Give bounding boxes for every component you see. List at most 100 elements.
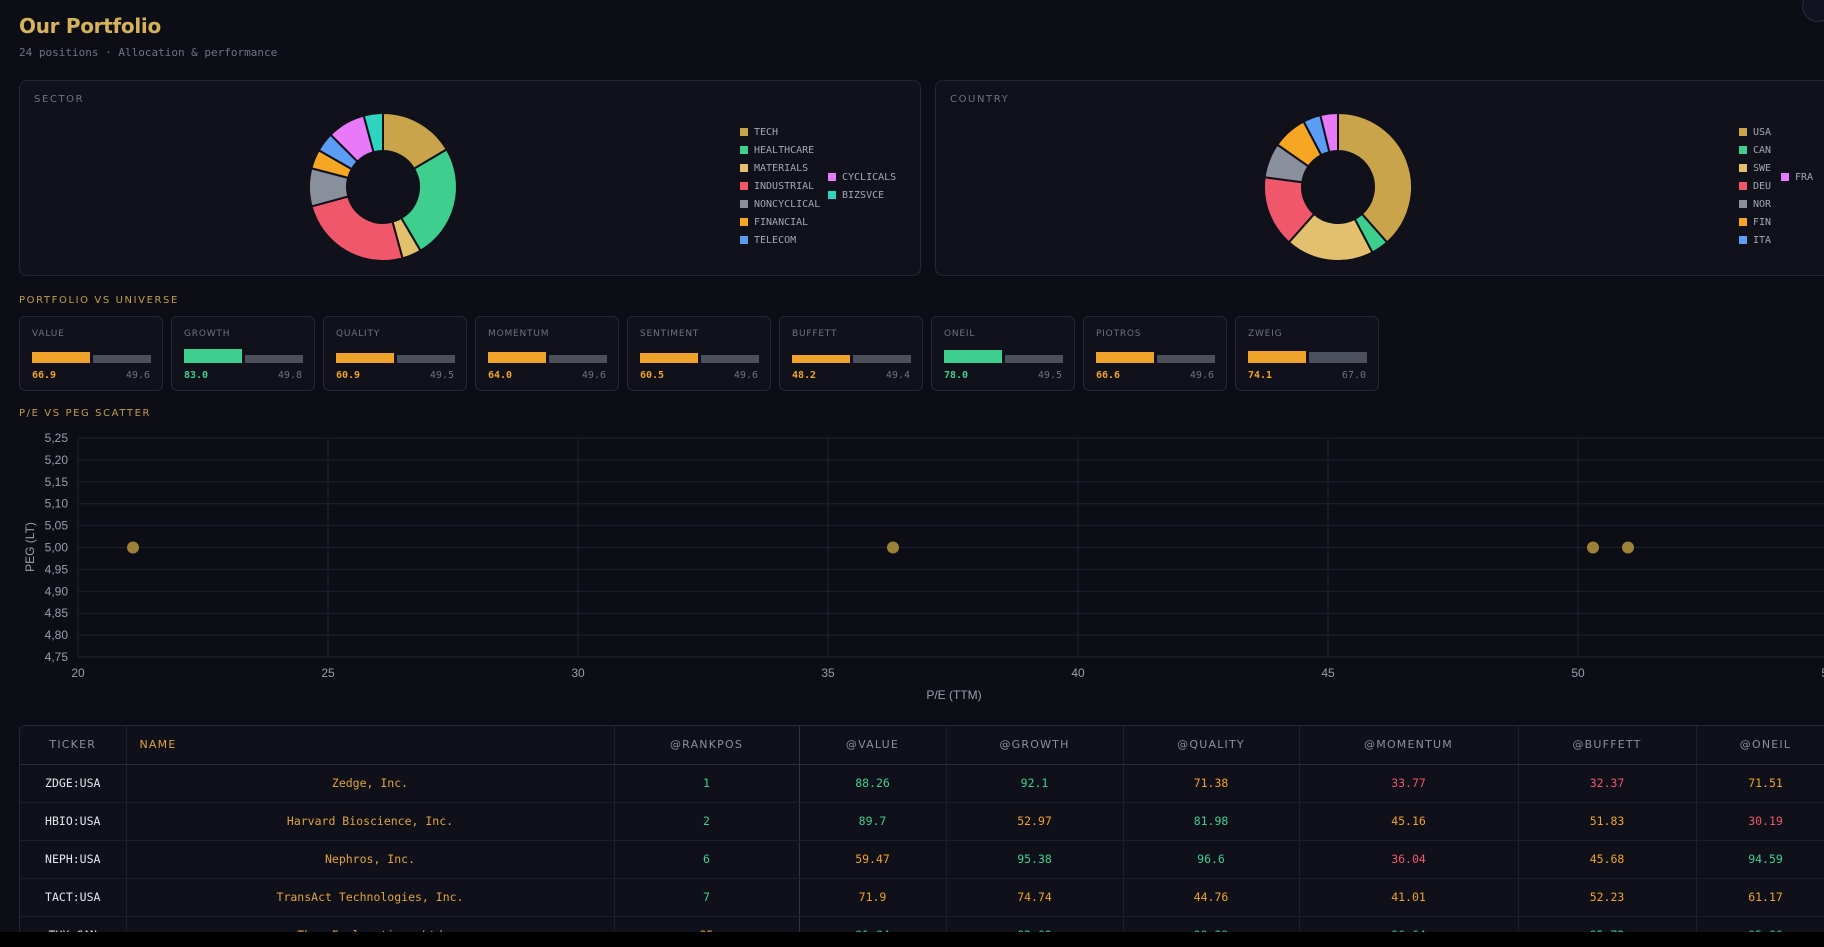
cell--growth: 52.97 — [946, 802, 1124, 841]
universe-bar — [853, 355, 911, 363]
cell-name[interactable]: Zedge, Inc. — [126, 764, 615, 803]
cell-ticker[interactable]: ZDGE:USA — [20, 764, 127, 803]
metric-card-zweig: ZWEIG 74.1 67.0 — [1235, 316, 1379, 391]
cell--value: 91.84 — [799, 916, 947, 932]
table-row[interactable]: HBIO:USA Harvard Bioscience, Inc. 2 89.7 52.… — [20, 802, 1824, 841]
x-tick-label: 25 — [321, 666, 335, 680]
cell-name[interactable]: Harvard Bioscience, Inc. — [126, 802, 615, 841]
y-tick-label: 5,05 — [45, 519, 69, 533]
legend-swatch — [828, 191, 836, 199]
sector-legend-item-industrial[interactable]: INDUSTRIAL — [740, 177, 820, 195]
sector-legend-item-healthcare[interactable]: HEALTHCARE — [740, 141, 820, 159]
cell--momentum: 45.16 — [1299, 802, 1519, 841]
portfolio-bar — [1096, 352, 1154, 363]
portfolio-value: 60.5 — [640, 370, 665, 381]
legend-swatch — [740, 218, 748, 226]
table-row[interactable]: ZDGE:USA Zedge, Inc. 1 88.26 92.1 71.38 33.77 3… — [20, 764, 1824, 803]
country-legend-item-fin[interactable]: FIN — [1739, 213, 1771, 231]
legend-swatch — [1739, 236, 1747, 244]
legend-swatch — [740, 182, 748, 190]
legend-label: INDUSTRIAL — [754, 180, 815, 192]
metric-card-quality: QUALITY 60.9 49.5 — [323, 316, 467, 391]
cell-ticker[interactable]: NEPH:USA — [20, 840, 127, 879]
country-legend-item-can[interactable]: CAN — [1739, 141, 1771, 159]
cell--buffett: 51.83 — [1518, 802, 1697, 841]
corner-control[interactable] — [1802, 0, 1824, 22]
x-tick-label: 40 — [1071, 666, 1085, 680]
sector-legend-item-bizsvce[interactable]: BIZSVCE — [828, 186, 896, 204]
sector-legend-item-tech[interactable]: TECH — [740, 123, 820, 141]
legend-swatch — [1781, 173, 1789, 181]
metric-card-value: VALUE 66.9 49.6 — [19, 316, 163, 391]
legend-swatch — [1739, 146, 1747, 154]
metric-name: VALUE — [32, 329, 65, 339]
y-tick-label: 4,90 — [45, 584, 69, 598]
cell-ticker[interactable]: THX:CAN — [20, 916, 127, 932]
cell--growth: 82.02 — [946, 916, 1124, 932]
cell--quality: 81.98 — [1123, 802, 1300, 841]
cell--quality: 71.38 — [1123, 764, 1300, 803]
sector-panel: SECTOR TECH HEALTHCARE MATERIALS INDUSTRIAL… — [19, 80, 921, 276]
sector-slice-bizsvce[interactable] — [362, 111, 384, 154]
scatter-point[interactable] — [127, 541, 139, 554]
cell-ticker[interactable]: HBIO:USA — [20, 802, 127, 841]
sector-donut-chart — [308, 111, 458, 262]
portfolio-value: 66.6 — [1096, 370, 1121, 381]
cell--oneil: 71.51 — [1696, 764, 1824, 803]
table-row[interactable]: NEPH:USA Nephros, Inc. 6 59.47 95.38 96.6 36.0… — [20, 840, 1824, 879]
legend-swatch — [740, 236, 748, 244]
table-row[interactable]: TACT:USA TransAct Technologies, Inc. 7 71.9… — [20, 878, 1824, 917]
cell-name[interactable]: TransAct Technologies, Inc. — [126, 878, 615, 917]
cell--buffett: 95.72 — [1518, 916, 1697, 932]
universe-bar — [549, 355, 607, 363]
y-tick-label: 4,75 — [45, 650, 69, 664]
scatter-point[interactable] — [887, 541, 899, 554]
table-row[interactable]: THX:CANThor Explorations Ltd3591.8482.02… — [20, 916, 1824, 932]
column-header--momentum[interactable]: @MOMENTUM — [1299, 726, 1519, 765]
column-header--quality[interactable]: @QUALITY — [1123, 726, 1300, 765]
cell--rankpos: 6 — [614, 840, 800, 879]
country-legend-item-swe[interactable]: SWE — [1739, 159, 1771, 177]
sector-slice-healthcare[interactable] — [399, 148, 458, 253]
y-tick-label: 5,20 — [45, 453, 69, 467]
sector-legend-item-noncyclical[interactable]: NONCYCLICAL — [740, 195, 820, 213]
scatter-point[interactable] — [1622, 541, 1634, 554]
metric-name: MOMENTUM — [488, 329, 550, 339]
legend-label: HEALTHCARE — [754, 144, 815, 156]
y-tick-label: 5,25 — [45, 431, 69, 445]
sector-legend-item-telecom[interactable]: TELECOM — [740, 231, 820, 249]
y-tick-label: 4,85 — [45, 606, 69, 620]
x-tick-label: 45 — [1321, 666, 1335, 680]
cell-ticker[interactable]: TACT:USA — [20, 878, 127, 917]
column-header--rankpos[interactable]: @RANKPOS — [614, 726, 800, 765]
column-header--value[interactable]: @VALUE — [799, 726, 947, 765]
country-legend-item-ita[interactable]: ITA — [1739, 231, 1771, 249]
country-legend-item-nor[interactable]: NOR — [1739, 195, 1771, 213]
cell--buffett: 52.23 — [1518, 878, 1697, 917]
country-legend-item-usa[interactable]: USA — [1739, 123, 1771, 141]
column-header-name[interactable]: NAME — [126, 726, 615, 765]
cell--growth: 95.38 — [946, 840, 1124, 879]
cell-name[interactable]: Thor Explorations Ltd — [126, 916, 615, 932]
sector-slice-industrial[interactable] — [310, 195, 404, 262]
column-header--buffett[interactable]: @BUFFETT — [1518, 726, 1697, 765]
sector-legend-item-materials[interactable]: MATERIALS — [740, 159, 820, 177]
country-legend-item-deu[interactable]: DEU — [1739, 177, 1771, 195]
scatter-point[interactable] — [1587, 541, 1599, 554]
column-header--growth[interactable]: @GROWTH — [946, 726, 1124, 765]
cell--growth: 92.1 — [946, 764, 1124, 803]
column-header--oneil[interactable]: @ONEIL — [1696, 726, 1824, 765]
country-slice-usa[interactable] — [1337, 111, 1413, 244]
legend-label: DEU — [1753, 180, 1772, 192]
country-slice-fra[interactable] — [1319, 111, 1339, 154]
cell--oneil: 95.86 — [1696, 916, 1824, 932]
column-header-ticker[interactable]: TICKER — [20, 726, 127, 765]
universe-bar — [1157, 355, 1215, 363]
country-legend-item-fra[interactable]: FRA — [1781, 168, 1813, 186]
cell-name[interactable]: Nephros, Inc. — [126, 840, 615, 879]
portfolio-value: 64.0 — [488, 370, 513, 381]
sector-legend-item-cyclicals[interactable]: CYCLICALS — [828, 168, 896, 186]
sector-legend-item-financial[interactable]: FINANCIAL — [740, 213, 820, 231]
legend-swatch — [740, 164, 748, 172]
